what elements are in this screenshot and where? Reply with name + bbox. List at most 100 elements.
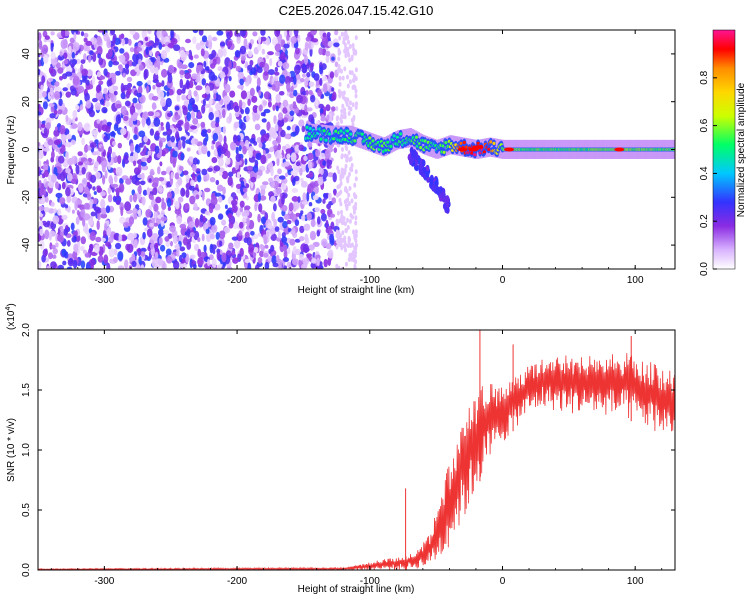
noise-dot	[96, 185, 101, 191]
noise-dot	[228, 242, 234, 250]
snr-xtick-label: 0	[500, 576, 506, 587]
noise-dot	[231, 236, 239, 241]
noise-dot	[124, 63, 130, 69]
noise-dot	[206, 233, 211, 243]
noise-dot	[218, 157, 224, 167]
noise-dot	[323, 193, 328, 200]
noise-dot	[198, 30, 204, 36]
noise-dot	[239, 200, 245, 208]
noise-dot	[238, 230, 243, 237]
noise-dot	[153, 72, 159, 83]
noise-dot	[283, 43, 290, 49]
noise-dot	[43, 169, 49, 178]
noise-dot	[253, 247, 259, 253]
noise-dot	[252, 31, 258, 37]
noise-dot	[61, 102, 65, 112]
noise-dot	[274, 30, 280, 37]
noise-dot	[257, 43, 262, 51]
noise-dot	[247, 64, 253, 71]
noise-dot	[291, 196, 299, 202]
noise-dot	[83, 53, 87, 62]
noise-dot	[211, 258, 217, 268]
noise-dot	[96, 220, 100, 231]
noise-dot	[183, 100, 189, 106]
noise-dot	[245, 61, 249, 69]
signal-core	[343, 138, 347, 142]
noise-dot	[204, 210, 209, 215]
noise-dot	[72, 250, 78, 259]
snr-multiplier-close: )	[6, 303, 17, 306]
signal-core	[353, 139, 357, 143]
noise-dot	[228, 76, 232, 82]
noise-dot	[354, 194, 358, 200]
noise-dot	[340, 108, 344, 114]
noise-dot	[179, 70, 185, 75]
spectrogram-xtick-label: -100	[360, 275, 380, 286]
noise-dot	[340, 245, 344, 251]
noise-dot	[184, 121, 190, 131]
signal-halo	[422, 134, 425, 154]
noise-dot	[83, 37, 88, 43]
noise-dot	[276, 156, 280, 167]
noise-dot	[352, 77, 356, 83]
noise-dot	[335, 229, 339, 235]
noise-dot	[254, 123, 261, 131]
noise-dot	[332, 172, 337, 183]
noise-dot	[289, 30, 293, 37]
noise-dot	[117, 142, 123, 149]
noise-dot	[218, 230, 226, 239]
noise-dot	[342, 243, 346, 249]
noise-dot	[114, 187, 122, 193]
noise-dot	[112, 85, 119, 91]
noise-dot	[272, 262, 279, 268]
noise-dot	[354, 93, 358, 99]
noise-dot	[276, 135, 282, 144]
noise-dot	[57, 109, 63, 115]
noise-dot	[71, 123, 78, 129]
noise-dot	[133, 167, 140, 175]
noise-dot	[211, 157, 218, 164]
noise-dot	[252, 105, 259, 113]
noise-dot	[135, 204, 140, 210]
noise-dot	[290, 85, 294, 93]
noise-dot	[299, 78, 305, 83]
noise-dot	[256, 66, 263, 74]
colorbar-tick-label: 0.8	[699, 70, 710, 84]
noise-dot	[146, 187, 150, 196]
noise-dot	[170, 141, 177, 148]
noise-dot	[272, 140, 278, 146]
noise-dot	[111, 151, 116, 158]
noise-dot	[263, 91, 271, 100]
snr-ytick-label: 0.0	[21, 563, 32, 577]
noise-dot	[320, 213, 327, 222]
noise-dot	[151, 259, 158, 268]
noise-dot	[217, 213, 224, 220]
noise-dot	[151, 182, 159, 188]
noise-dot	[109, 131, 116, 137]
noise-dot	[126, 76, 133, 82]
noise-dot	[268, 146, 275, 153]
noise-dot	[331, 56, 335, 61]
noise-dot	[282, 145, 287, 150]
noise-dot	[213, 165, 221, 172]
noise-dot	[352, 249, 355, 255]
noise-dot	[200, 121, 206, 128]
noise-dot	[295, 248, 301, 256]
noise-dot	[231, 199, 238, 206]
noise-dot	[192, 118, 199, 125]
noise-dot	[106, 226, 112, 237]
noise-dot	[83, 144, 88, 153]
noise-dot	[209, 177, 216, 183]
noise-dot	[185, 79, 190, 89]
noise-dot	[192, 263, 197, 269]
noise-dot	[310, 94, 316, 103]
snr-panel: -300 -200 -100 0 100 0.0 0.5 1.0 1.5 2.0 Height o…	[5, 303, 676, 595]
noise-dot	[41, 194, 45, 205]
noise-dot	[132, 112, 139, 117]
noise-dot	[219, 71, 226, 79]
noise-dot	[325, 50, 331, 57]
noise-dot	[179, 78, 184, 89]
noise-dot	[340, 209, 343, 215]
noise-dot	[99, 75, 106, 80]
